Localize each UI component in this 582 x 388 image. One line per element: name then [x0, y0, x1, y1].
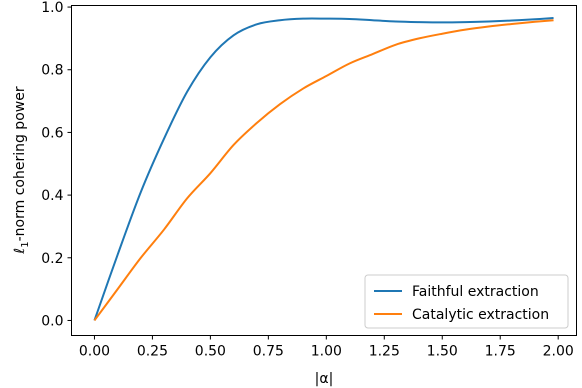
- x-tick-label: 0.50: [195, 344, 226, 360]
- axes-frame: [71, 5, 577, 336]
- y-tick-label: 0.4: [41, 188, 63, 204]
- y-tick-label: 0.6: [41, 125, 63, 141]
- series-line-faithful-extraction: [93, 17, 554, 321]
- plot-area: [93, 17, 554, 322]
- legend-label-faithful-extraction: Faithful extraction: [412, 284, 539, 300]
- x-tick-label: 0.25: [137, 344, 168, 360]
- y-tick-label: 1.0: [41, 0, 63, 16]
- legend-label-catalytic-extraction: Catalytic extraction: [412, 307, 549, 323]
- x-axis-ticks: 0.00 0.25 0.50 0.75 1.00 1.25 1.50 1.75 2.00: [79, 335, 574, 360]
- y-tick-label: 0.2: [41, 251, 63, 267]
- x-tick-label: 1.25: [369, 344, 400, 360]
- y-axis-label: ℓ1-norm cohering power: [12, 86, 31, 254]
- series-line-catalytic-extraction: [93, 19, 554, 322]
- legend-box: [364, 274, 569, 329]
- x-tick-label: 1.75: [485, 344, 516, 360]
- x-tick-label: 1.00: [311, 344, 342, 360]
- x-tick-label: 0.75: [253, 344, 284, 360]
- x-tick-label: 2.00: [543, 344, 574, 360]
- y-axis-ticks: 0.0 0.2 0.4 0.6 0.8 1.0: [41, 0, 72, 329]
- y-tick-label: 0.0: [41, 313, 63, 329]
- x-axis-label: |α|: [315, 371, 334, 387]
- legend: Faithful extraction Catalytic extraction: [364, 274, 569, 329]
- y-tick-label: 0.8: [41, 63, 63, 79]
- x-tick-label: 0.00: [79, 344, 110, 360]
- x-tick-label: 1.50: [427, 344, 458, 360]
